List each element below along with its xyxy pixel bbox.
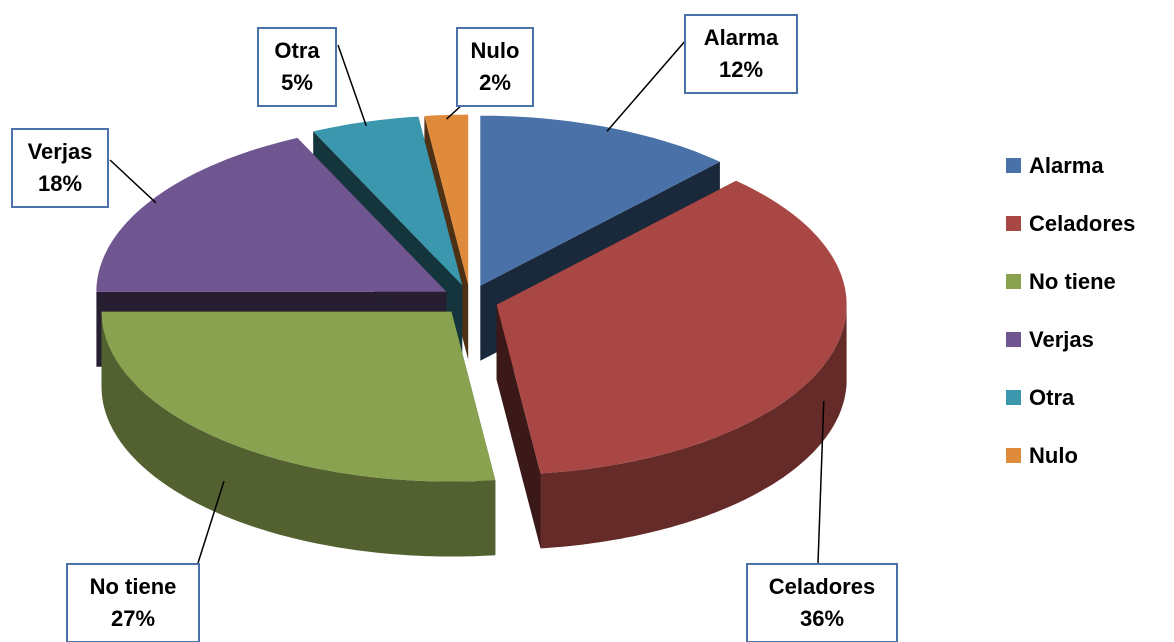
- label-box: [684, 14, 798, 94]
- slice-group: [101, 311, 496, 557]
- label-value: 12%: [719, 57, 763, 82]
- legend-swatch: [1006, 158, 1021, 173]
- label-box: [746, 563, 898, 642]
- label-category: Otra: [274, 38, 320, 63]
- label-category: Celadores: [769, 574, 875, 599]
- legend-swatch: [1006, 390, 1021, 405]
- label-box: [11, 128, 109, 208]
- legend-label: Alarma: [1029, 153, 1104, 178]
- legend-swatch: [1006, 274, 1021, 289]
- slice: [101, 311, 496, 482]
- leader-line: [817, 401, 825, 564]
- label-box: [257, 27, 337, 107]
- slice-side: [540, 304, 847, 549]
- label-value: 2%: [479, 70, 511, 95]
- label-value: 27%: [111, 606, 155, 631]
- slice-group: [496, 180, 847, 549]
- leader-line: [606, 39, 687, 132]
- label-box: [66, 563, 200, 642]
- legend-label: Nulo: [1029, 443, 1078, 468]
- label-box: [456, 27, 534, 107]
- leader-line: [337, 44, 367, 127]
- slice: [480, 115, 720, 286]
- label-category: Alarma: [704, 25, 779, 50]
- leader-line: [197, 480, 225, 564]
- legend-label: Celadores: [1029, 211, 1135, 236]
- slice: [96, 137, 447, 292]
- legend-label: No tiene: [1029, 269, 1116, 294]
- label-value: 5%: [281, 70, 313, 95]
- label-value: 18%: [38, 171, 82, 196]
- slice: [424, 114, 469, 285]
- label-value: 36%: [800, 606, 844, 631]
- slice: [313, 116, 463, 286]
- legend-swatch: [1006, 216, 1021, 231]
- legend-swatch: [1006, 448, 1021, 463]
- legend-label: Otra: [1029, 385, 1075, 410]
- label-category: Verjas: [28, 139, 93, 164]
- legend-label: Verjas: [1029, 327, 1094, 352]
- leader-line: [109, 159, 157, 204]
- slice-side: [101, 311, 496, 557]
- slice-side: [496, 304, 541, 549]
- label-category: Nulo: [471, 38, 520, 63]
- leader-line: [446, 104, 463, 120]
- label-category: No tiene: [90, 574, 177, 599]
- slice: [496, 180, 847, 474]
- legend-swatch: [1006, 332, 1021, 347]
